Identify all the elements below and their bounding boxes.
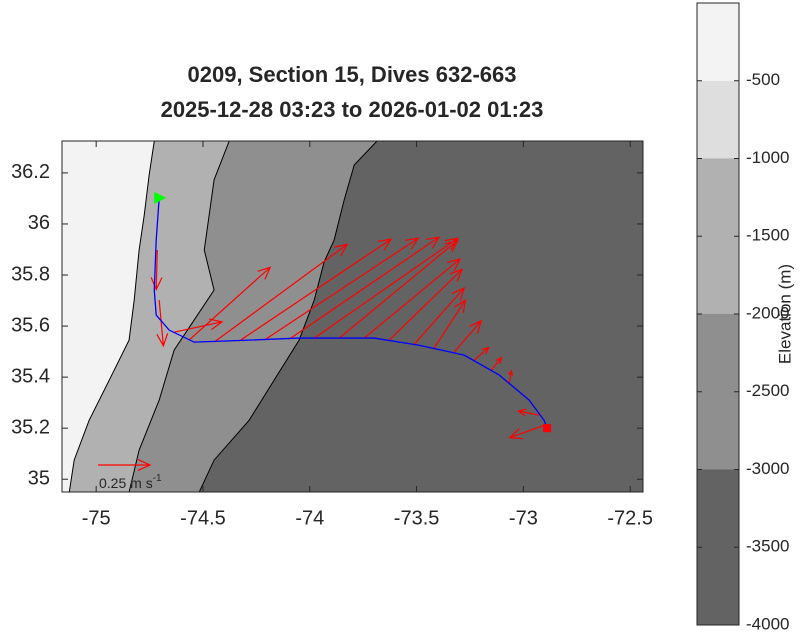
colorbar-band (697, 80, 739, 159)
y-tick-label: 35.8 (11, 263, 50, 285)
velocity-arrow (338, 239, 459, 339)
chart-title: 0209, Section 15, Dives 632-663 (188, 62, 517, 87)
colorbar-band (697, 469, 739, 625)
colorbar-tick-label: -2500 (746, 381, 789, 400)
velocity-arrow (188, 266, 272, 341)
contour-line (68, 141, 155, 492)
axes-box (61, 140, 644, 493)
velocity-arrow (313, 237, 459, 339)
velocity-arrow (413, 286, 466, 345)
scale-arrow (98, 459, 152, 471)
chart-subtitle: 2025-12-28 03:23 to 2026-01-02 01:23 (161, 97, 544, 122)
scale-label: 0.25 m s-1 (99, 473, 162, 491)
y-tick-label: 36.2 (11, 161, 50, 183)
velocity-arrow (263, 237, 420, 341)
velocity-arrow (174, 318, 224, 333)
y-tick-label: 36 (28, 212, 50, 234)
x-tick-label: -75 (82, 507, 111, 529)
velocity-arrow (508, 369, 514, 384)
colorbar-tick-label: -4000 (746, 614, 789, 633)
colorbar-tick-label: -3000 (746, 459, 789, 478)
velocity-arrow (238, 238, 393, 342)
velocity-arrow (490, 356, 503, 371)
velocity-arrow (288, 236, 441, 340)
colorbar-tick-label: -2000 (746, 303, 789, 322)
x-tick-label: -72.5 (607, 507, 653, 529)
velocity-arrow (516, 408, 540, 417)
velocity-arrow (508, 424, 546, 440)
velocity-arrow (363, 258, 462, 339)
colorbar-band (697, 3, 739, 81)
scale-label-exponent: -1 (153, 473, 162, 484)
y-tick-label: 35.4 (11, 365, 50, 387)
x-tick-label: -74.5 (180, 507, 226, 529)
glider-track (153, 197, 548, 429)
colorbar-tick-label: -500 (746, 70, 780, 89)
x-tick-label: -73 (509, 507, 538, 529)
velocity-arrow (473, 346, 490, 361)
velocity-arrow (150, 249, 163, 291)
velocity-arrow (213, 243, 349, 343)
start-marker (154, 191, 167, 204)
y-tick-label: 35 (28, 468, 50, 490)
colorbar-tick-label: -1000 (746, 148, 789, 167)
colorbar-band (697, 158, 739, 314)
contour-line (128, 141, 230, 492)
y-tick-label: 35.6 (11, 314, 50, 336)
map-area: 0.25 m s-1 (62, 141, 643, 492)
velocity-arrow (388, 268, 464, 341)
scale-label-text: 0.25 m s (99, 475, 153, 491)
velocity-arrow (453, 319, 483, 353)
y-tick-label: 35.2 (11, 416, 50, 438)
colorbar-tick-label: -1500 (746, 226, 789, 245)
overlay: -75 -74.5 -74 -73.5 -73 -72.5 35 35.2 35.4 35.6 35… (11, 2, 789, 633)
colorbar-band (697, 314, 739, 470)
contour-line (198, 141, 378, 492)
colorbar-tick-label: -3500 (746, 537, 789, 556)
end-marker (543, 424, 552, 433)
x-tick-label: -73.5 (394, 507, 440, 529)
colorbar-label: Elevation (m) (775, 264, 794, 364)
x-tick-label: -74 (295, 507, 324, 529)
velocity-arrow (433, 298, 467, 349)
velocity-arrow (156, 299, 169, 348)
